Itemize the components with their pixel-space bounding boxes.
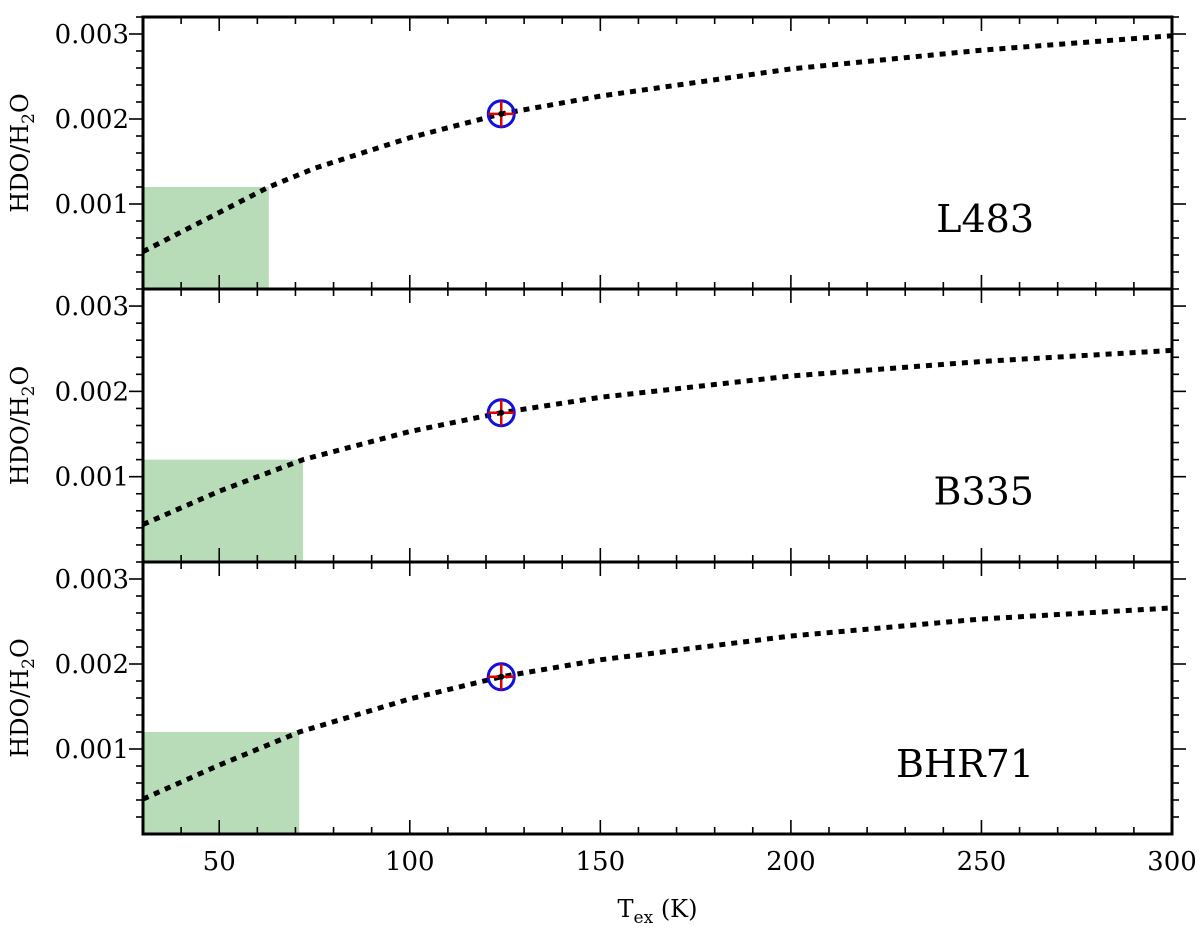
shaded-region <box>143 187 269 289</box>
y-axis-label: HDO/H2O <box>6 93 39 212</box>
y-axis-label: HDO/H2O <box>6 366 39 485</box>
y-tick-label: 0.001 <box>55 463 129 493</box>
panel-frame <box>141 560 1174 836</box>
x-tick-label: 300 <box>1147 847 1197 877</box>
y-axis-label-text: O <box>6 93 34 113</box>
y-axis-label-subscript: 2 <box>19 385 39 396</box>
x-axis-label: Tex (K) <box>618 895 698 928</box>
y-tick-label: 0.003 <box>55 292 129 322</box>
panel-frame <box>141 15 1174 291</box>
y-tick-label: 0.003 <box>55 565 129 595</box>
y-axis-label-text: O <box>6 366 34 386</box>
data-point-dot <box>498 409 505 416</box>
model-curve <box>141 605 1173 802</box>
x-tick-label: 200 <box>766 847 816 877</box>
panel-label: BHR71 <box>896 742 1034 786</box>
shaded-region <box>143 459 304 562</box>
y-tick-label: 0.001 <box>55 735 129 765</box>
panel-label: B335 <box>934 470 1034 514</box>
y-tick-label: 0.001 <box>55 190 129 220</box>
shaded-region <box>143 732 300 834</box>
x-tick-label: 150 <box>576 847 626 877</box>
panel-label: L483 <box>936 197 1034 241</box>
panel-l483: 0.001 0.002 0.003 L483 HDO/H2O <box>6 15 1186 291</box>
y-axis-label-text: HDO/H <box>6 124 34 213</box>
y-axis-label: HDO/H2O <box>6 638 39 757</box>
y-axis-label-text: HDO/H <box>6 669 34 758</box>
x-tick-label: 100 <box>385 847 435 877</box>
y-axis-label-subscript: 2 <box>19 113 39 124</box>
x-tick-label: 50 <box>203 847 236 877</box>
y-axis-label-subscript: 2 <box>19 658 39 669</box>
x-tick-label: 250 <box>957 847 1007 877</box>
x-axis-label-text: T <box>618 895 634 923</box>
y-tick-label: 0.002 <box>55 105 129 135</box>
data-point-dot <box>498 110 505 117</box>
y-tick-label: 0.002 <box>55 377 129 407</box>
y-tick-label: 0.002 <box>55 650 129 680</box>
x-axis-label-text: (K) <box>653 895 697 923</box>
y-axis-label-text: HDO/H <box>6 396 34 485</box>
panel-b335: 0.001 0.002 0.003 B335 HDO/H2O <box>6 287 1186 564</box>
model-curve <box>141 33 1173 254</box>
panel-bhr71: 0.001 0.002 0.003 BHR71 HDO/H2O 50 100 150 200 25… <box>6 560 1197 928</box>
x-axis-label-subscript: ex <box>634 908 654 928</box>
y-axis-label-text: O <box>6 638 34 658</box>
data-point-dot <box>498 673 505 680</box>
y-tick-label: 0.003 <box>55 20 129 50</box>
